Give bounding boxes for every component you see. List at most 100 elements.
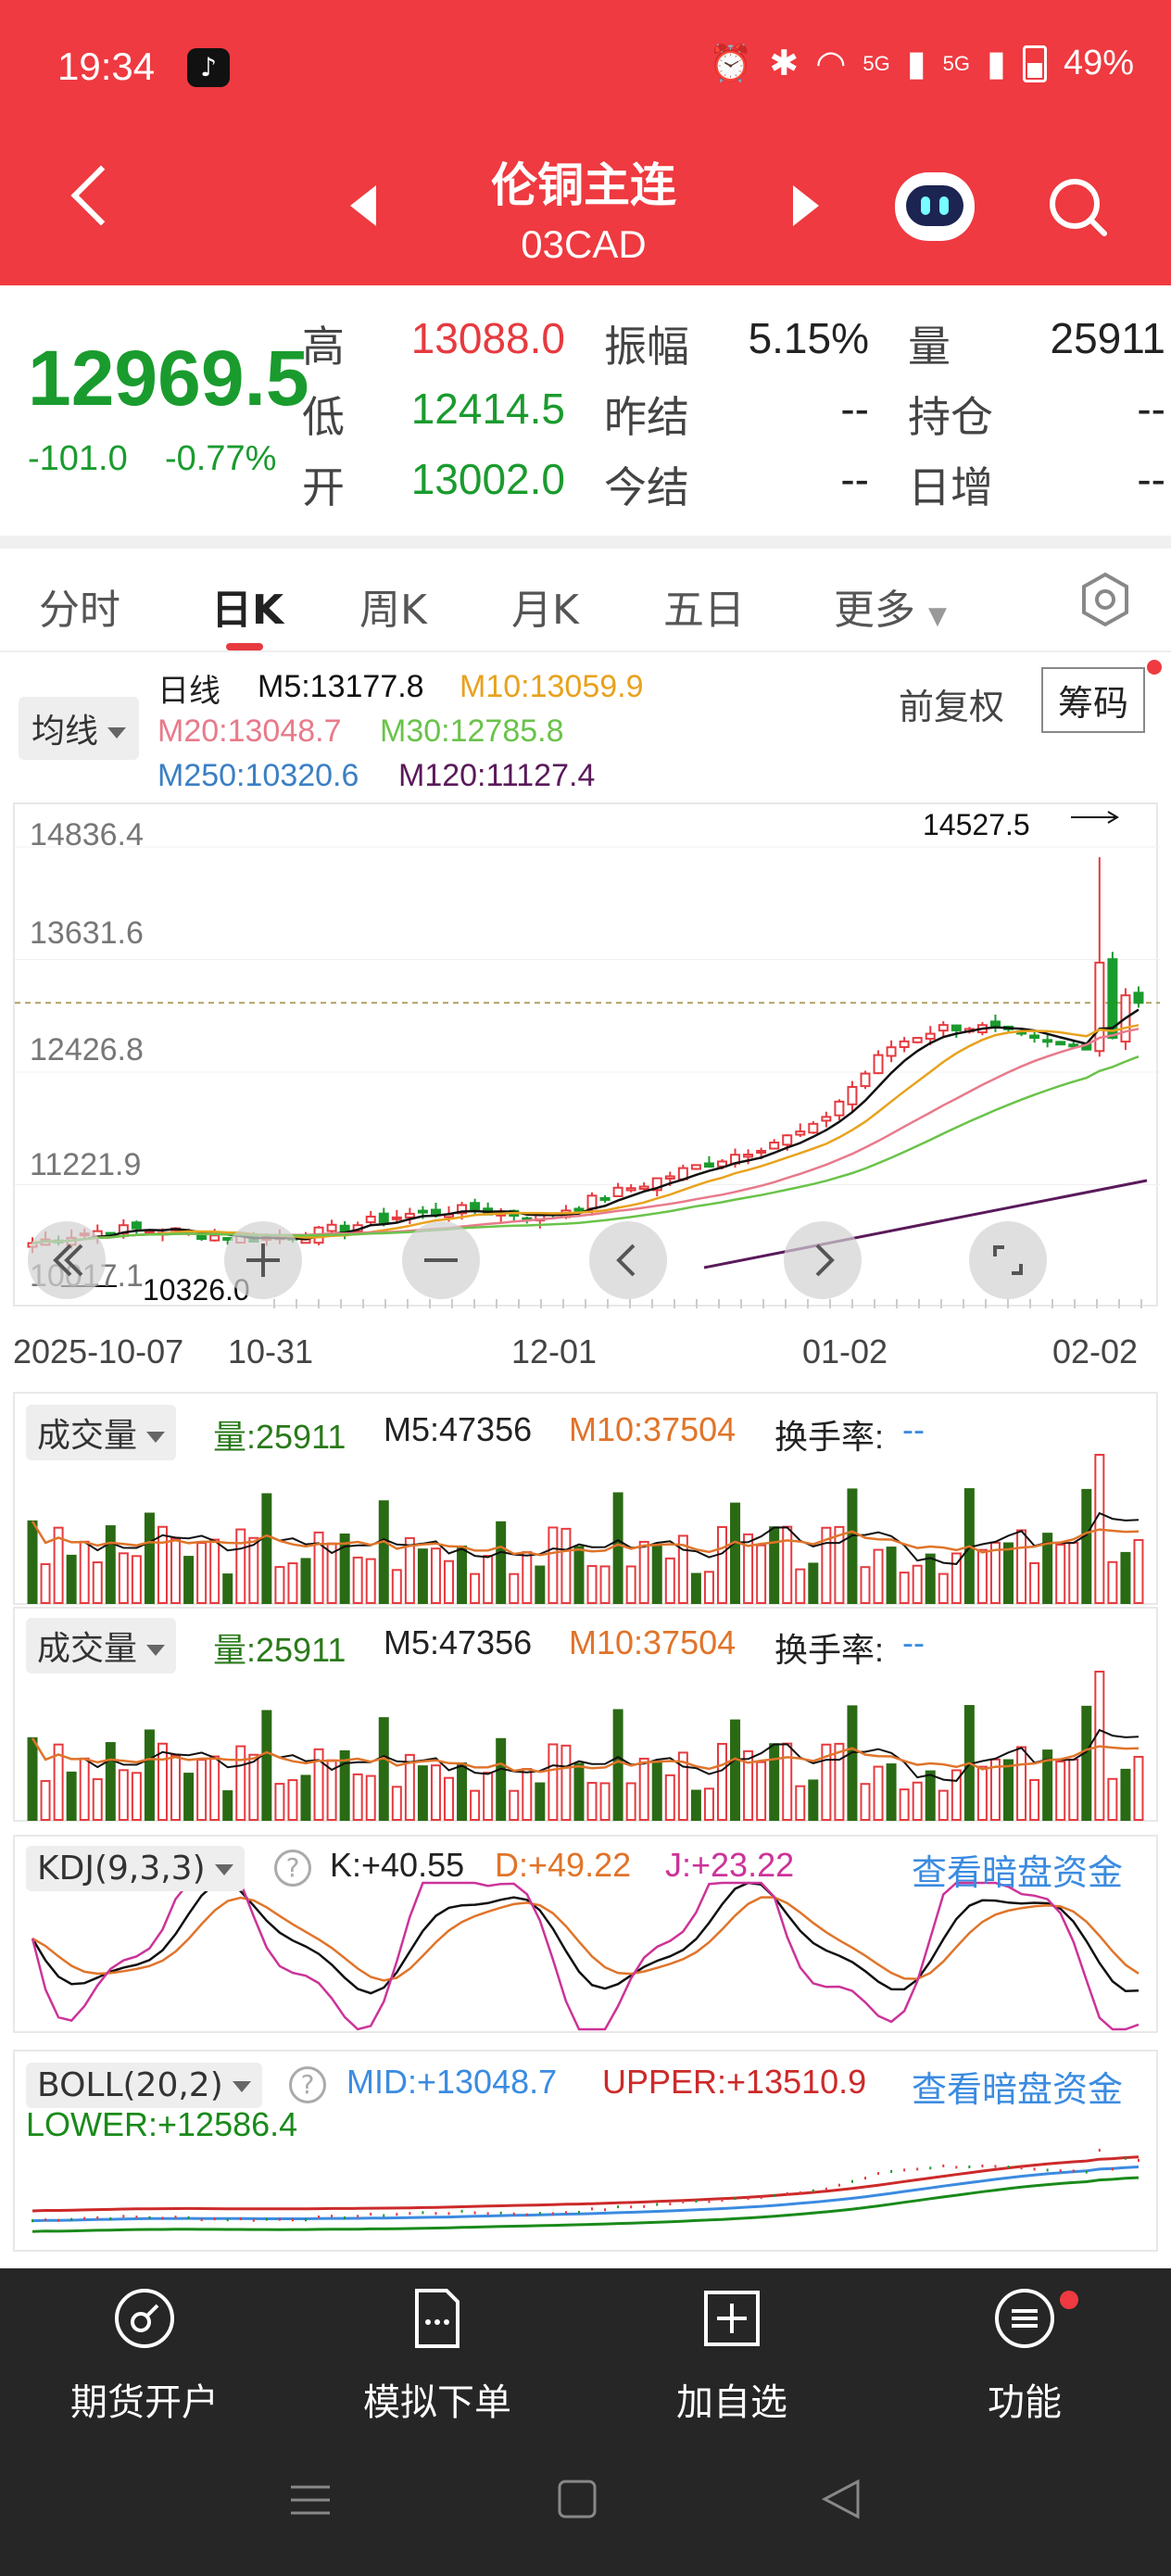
adjust-mode[interactable]: 前复权 (899, 688, 1005, 727)
volume-bar (860, 1783, 871, 1822)
low-value: 12414.5 (410, 385, 565, 433)
volume-bar (1133, 1755, 1144, 1821)
volume-bar (548, 1526, 559, 1604)
volume-panel[interactable] (13, 1392, 1158, 1605)
dark-pool-link[interactable]: 查看暗盘资金 (912, 1854, 1124, 1893)
tab-intraday[interactable]: 分时 (39, 587, 120, 634)
volume-bar (599, 1565, 611, 1605)
candle-body (743, 1154, 754, 1158)
volume-bar (170, 1754, 182, 1821)
next-contract-icon[interactable] (793, 185, 819, 226)
volume-label: 量 (908, 322, 951, 372)
assistant-robot-icon[interactable] (895, 172, 975, 241)
volume-bar (586, 1782, 598, 1821)
volume-svg-2 (27, 1671, 1144, 1822)
open-label: 开 (302, 462, 345, 512)
system-back-icon[interactable] (819, 2478, 862, 2520)
volume-bar (886, 1547, 897, 1605)
candle-body (378, 1212, 389, 1224)
ma30-line (31, 1055, 1140, 1244)
boll-selector[interactable]: BOLL(20,2) (26, 2063, 262, 2108)
divider (0, 536, 1171, 549)
help-icon[interactable]: ? (274, 1850, 311, 1887)
volume-bar (1003, 1542, 1014, 1605)
fullscreen-button[interactable] (969, 1221, 1047, 1299)
kline-chart[interactable]: 14836.4 13631.6 12426.8 11221.9 10017.1 … (13, 802, 1160, 1308)
kdj-j: J:+23.22 (665, 1846, 795, 1884)
x-axis-label: 02-02 (1052, 1332, 1139, 1370)
volume-bar (261, 1710, 272, 1821)
volume-bar (1081, 1488, 1092, 1604)
volume-bar (821, 1743, 832, 1821)
page-title: 伦铜主连 (491, 158, 676, 212)
kline-svg (15, 811, 1160, 1308)
volume-bar (782, 1742, 793, 1821)
prev-contract-icon[interactable] (350, 185, 376, 226)
bottom-nav-account[interactable]: 期货开户 (43, 2285, 246, 2426)
candle-body (599, 1196, 611, 1201)
volume-panel-2[interactable] (13, 1607, 1158, 1822)
move-right-button[interactable] (784, 1221, 862, 1299)
volume-bar (873, 1765, 884, 1821)
period-tabs: 分时 日K 周K 月K 五日 更多 ▼ (0, 549, 1171, 652)
candle-body (938, 1024, 949, 1032)
tab-weekly-k[interactable]: 周K (359, 587, 427, 634)
ma-selector[interactable]: 均线 (19, 697, 140, 760)
turnover-label: 换手率: (774, 1418, 885, 1456)
volume-bar (625, 1782, 636, 1821)
dark-pool-link-2[interactable]: 查看暗盘资金 (912, 2071, 1124, 2110)
zoom-in-button[interactable] (224, 1221, 302, 1299)
volume-bar (664, 1774, 675, 1821)
volume-bar (1029, 1561, 1040, 1604)
chevron-down-icon (107, 727, 127, 739)
back-icon[interactable] (70, 165, 132, 226)
tab-monthly-k[interactable]: 月K (511, 587, 579, 634)
bottom-nav-simulate[interactable]: 模拟下单 (335, 2285, 539, 2426)
volume-bar (522, 1551, 533, 1605)
candle-body (417, 1209, 428, 1214)
bottom-nav-functions[interactable]: 功能 (923, 2285, 1127, 2426)
tab-five-day[interactable]: 五日 (663, 587, 745, 634)
help-icon[interactable]: ? (289, 2066, 326, 2103)
volume-svg (27, 1454, 1144, 1605)
zoom-out-button[interactable] (402, 1221, 480, 1299)
volume-bar (1016, 1529, 1027, 1604)
tab-more[interactable]: 更多 ▼ (834, 587, 947, 634)
volume-bar (183, 1556, 195, 1604)
volume-m10-line (31, 1521, 1140, 1557)
candle-body (834, 1100, 845, 1117)
settle-label: 今结 (604, 462, 689, 512)
kdj-selector[interactable]: KDJ(9,3,3) (26, 1846, 245, 1891)
volume-selector[interactable]: 成交量 (26, 1405, 177, 1460)
settings-icon[interactable] (1077, 571, 1134, 628)
volume-bar (899, 1788, 910, 1821)
tab-daily-k[interactable]: 日K (211, 587, 284, 634)
alarm-icon: ⏰ (709, 44, 753, 83)
search-icon[interactable] (1047, 176, 1108, 237)
x-axis-label: 01-02 (802, 1332, 888, 1370)
bottom-nav-watchlist[interactable]: 加自选 (630, 2285, 834, 2426)
system-menu-icon[interactable] (287, 2480, 334, 2520)
chips-button[interactable]: 筹码 (1041, 667, 1146, 733)
candle-body (1107, 958, 1118, 1040)
volume-bar (925, 1770, 936, 1821)
volume-bar (170, 1537, 182, 1604)
volume-bar (274, 1783, 285, 1821)
system-home-icon[interactable] (556, 2478, 598, 2520)
volume-bar (743, 1533, 754, 1604)
volume-bar (782, 1525, 793, 1604)
volume-bar (548, 1743, 559, 1821)
scroll-left-button[interactable] (28, 1221, 106, 1299)
move-left-button[interactable] (589, 1221, 667, 1299)
menu-circle-icon (995, 2289, 1054, 2348)
volume-bar (795, 1785, 806, 1821)
bottom-nav-label: 模拟下单 (363, 2381, 511, 2424)
boll-mid-line (31, 2166, 1140, 2223)
volume-bar (209, 1538, 220, 1604)
volume-bar (352, 1773, 363, 1821)
volume-selector-2[interactable]: 成交量 (26, 1618, 177, 1673)
price-change: -101.0 (28, 439, 128, 478)
volume-bar (66, 1771, 77, 1821)
volume-bar (808, 1562, 819, 1605)
volume-bar (105, 1525, 116, 1605)
